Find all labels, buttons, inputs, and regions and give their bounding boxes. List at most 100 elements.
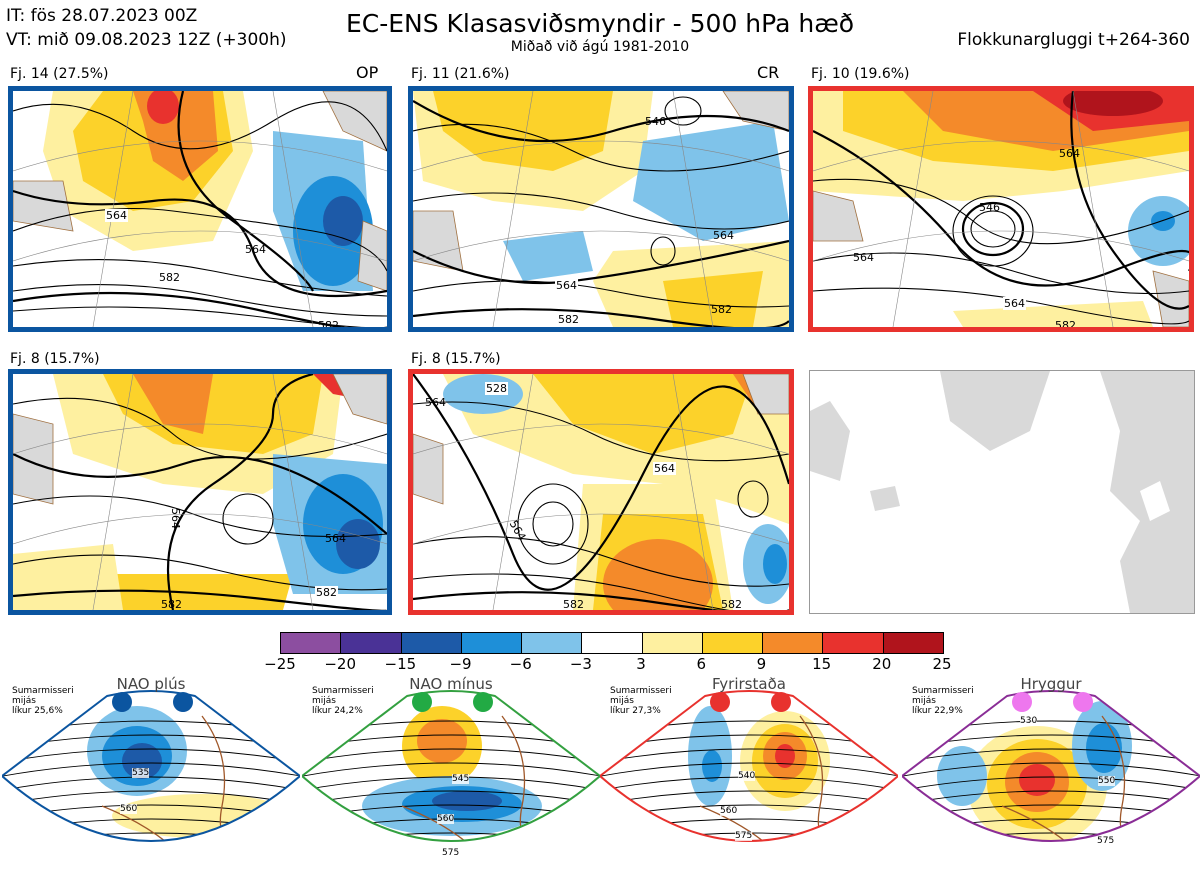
- cluster-1-tag: OP: [356, 63, 379, 82]
- cluster-2-tag: CR: [757, 63, 780, 82]
- contour-label: 546: [645, 115, 666, 128]
- contour-label: 564: [105, 209, 128, 222]
- regime-info-line: Sumarmisseri: [312, 686, 374, 696]
- regime-info-line: Sumarmisseri: [12, 686, 74, 696]
- contour-label: 564: [1003, 297, 1026, 310]
- contour-label: 582: [711, 303, 732, 316]
- colorbar-tick-label: 20: [872, 655, 892, 673]
- colorbar-swatch: [822, 633, 883, 653]
- colorbar-swatch: [882, 633, 943, 653]
- clustering-window: Flokkunargluggi t+264-360: [957, 30, 1190, 50]
- init-time: IT: fös 28.07.2023 00Z: [6, 6, 198, 26]
- regime-info-line: líkur 24,2%: [312, 706, 363, 716]
- colorbar-tick-label: −3: [569, 655, 592, 673]
- cluster-2-map[interactable]: 546 564 564 582 582: [408, 86, 794, 332]
- contour-label: 564: [425, 396, 446, 409]
- colorbar-swatch: [460, 633, 522, 653]
- contour-label: 564: [853, 251, 874, 264]
- regime-info: Sumarmisseri mijás líkur 24,2%: [312, 686, 374, 716]
- regime-info-line: líkur 27,3%: [610, 706, 661, 716]
- contour-label: 582: [161, 598, 182, 611]
- regime-contour-label: 535: [132, 768, 150, 778]
- colorbar-tick-label: 9: [756, 655, 767, 673]
- regime-info-line: mijás: [312, 696, 336, 706]
- regime-4[interactable]: Hryggur Sumarmisseri mijás líkur 22,9% 530 55…: [902, 676, 1200, 868]
- contour-label: 564: [325, 532, 346, 545]
- colorbar-swatch: [762, 633, 823, 653]
- colorbar-swatch: [521, 633, 582, 653]
- regime-contour-label: 545: [452, 774, 470, 784]
- anomaly-negative-strong: [323, 196, 363, 246]
- colorbar-tick-label: 25: [932, 655, 952, 673]
- anomaly-max: [147, 91, 179, 124]
- colorbar-tick-label: −6: [509, 655, 532, 673]
- regime-contour-label: 560: [437, 814, 455, 824]
- colorbar-swatch: [281, 633, 341, 653]
- cluster-1-map[interactable]: 564 564 582 582: [8, 86, 392, 332]
- valid-time: VT: mið 09.08.2023 12Z (+300h): [6, 30, 287, 50]
- regime-1[interactable]: NAO plús Sumarmisseri mijás líkur 25,6% 535 5…: [2, 676, 300, 868]
- contour-label: 582: [721, 598, 742, 611]
- contour-label: 564: [1059, 147, 1080, 160]
- contour-label: 564: [555, 279, 578, 292]
- contour-label: 582: [315, 586, 338, 599]
- contour-label: 582: [158, 271, 181, 284]
- regime-contour-label: 575: [1097, 836, 1115, 846]
- regime-contour-label: 575: [442, 848, 460, 858]
- land-mass: [13, 91, 387, 292]
- regime-info-line: mijás: [12, 696, 36, 706]
- contour-label: 546: [979, 201, 1000, 214]
- contour-label: 582: [557, 313, 580, 326]
- regime-info-line: mijás: [610, 696, 634, 706]
- cluster-3-map[interactable]: 564 546 564 564 582: [808, 86, 1194, 332]
- colorbar-tick-label: −25: [264, 655, 296, 673]
- colorbar: [280, 632, 944, 654]
- regime-info-line: líkur 25,6%: [12, 706, 63, 716]
- regime-contour-label: 530: [1020, 716, 1038, 726]
- page-subtitle: Miðað við ágú 1981-2010: [510, 39, 690, 55]
- colorbar-tick-label: 6: [696, 655, 707, 673]
- contour-label: 582: [318, 319, 339, 332]
- regime-info-line: Sumarmisseri: [610, 686, 672, 696]
- cluster-3-label: Fj. 10 (19.6%): [811, 66, 910, 82]
- contour-label: 564: [169, 508, 182, 529]
- regime-info-line: mijás: [912, 696, 936, 706]
- contour-label: 564: [653, 462, 676, 475]
- regime-3[interactable]: Fyrirstaða Sumarmisseri mijás líkur 27,3% 54…: [600, 676, 898, 868]
- regime-contour-label: 540: [738, 771, 756, 781]
- colorbar-swatch: [641, 633, 702, 653]
- contour-label: 564: [245, 243, 266, 256]
- regime-info: Sumarmisseri mijás líkur 22,9%: [912, 686, 974, 716]
- regime-contour-label: 560: [720, 806, 738, 816]
- colorbar-tick-label: 15: [812, 655, 832, 673]
- colorbar-tick-label: −20: [324, 655, 356, 673]
- colorbar-swatch: [581, 633, 642, 653]
- page-title: EC-ENS Klasasviðsmyndir - 500 hPa hæð: [345, 9, 855, 38]
- contour-label: 528: [485, 382, 508, 395]
- contour-label: 564: [713, 229, 734, 242]
- regime-info: Sumarmisseri mijás líkur 25,6%: [12, 686, 74, 716]
- regime-name: NAO mínus: [409, 675, 493, 693]
- cluster-4-map[interactable]: 564 564 582 582: [8, 369, 392, 615]
- colorbar-swatch: [400, 633, 461, 653]
- cluster-2-label: Fj. 11 (21.6%): [411, 66, 510, 82]
- colorbar-tick-label: 3: [636, 655, 646, 673]
- colorbar-swatch: [701, 633, 763, 653]
- cluster-5-label: Fj. 8 (15.7%): [411, 351, 501, 367]
- regime-info-line: líkur 22,9%: [912, 706, 963, 716]
- regime-contour-label: 560: [120, 804, 138, 814]
- cluster-1-label: Fj. 14 (27.5%): [10, 66, 109, 82]
- regime-name: Fyrirstaða: [712, 675, 786, 693]
- colorbar-tick-label: −9: [449, 655, 472, 673]
- contour-label: 582: [563, 598, 584, 611]
- main-contours: [13, 91, 387, 327]
- regime-2[interactable]: NAO mínus Sumarmisseri mijás líkur 24,2% 545…: [302, 676, 600, 868]
- regime-name: NAO plús: [116, 675, 186, 693]
- cluster-5-map[interactable]: 564 564 564 582 582 528: [408, 369, 794, 615]
- regime-name: Hryggur: [1020, 675, 1082, 693]
- colorbar-tick-label: −15: [384, 655, 417, 673]
- contour-label: 582: [1055, 319, 1076, 332]
- regime-info: Sumarmisseri mijás líkur 27,3%: [610, 686, 672, 716]
- base-map: [809, 370, 1195, 614]
- regime-contour-label: 550: [1098, 776, 1116, 786]
